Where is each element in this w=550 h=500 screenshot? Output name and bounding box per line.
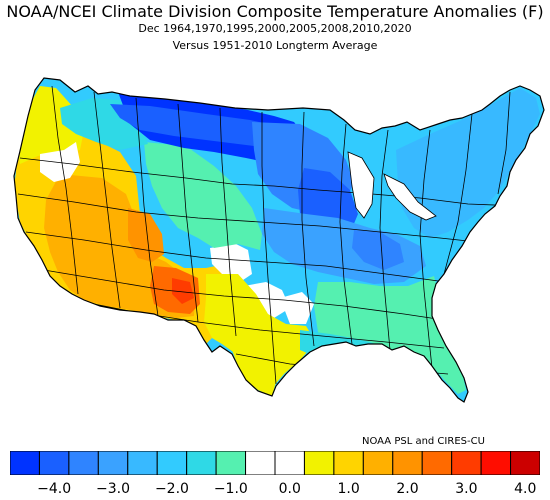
legend-tick-label: 2.0 bbox=[396, 481, 419, 497]
southern-plains-region bbox=[204, 274, 316, 388]
us-climate-division-map bbox=[0, 68, 550, 413]
legend-swatch bbox=[392, 451, 423, 475]
legend-swatch bbox=[480, 451, 512, 475]
legend-tick-label: −1.0 bbox=[213, 481, 248, 497]
legend-tick-labels: −4.0 −3.0 −2.0 −1.0 0.0 1.0 2.0 3.0 4.0 bbox=[0, 480, 550, 498]
legend-tick-label: −2.0 bbox=[154, 481, 189, 497]
anomaly-color-legend bbox=[10, 451, 540, 475]
legend-swatch bbox=[10, 451, 40, 475]
south-texas-region bbox=[232, 350, 276, 396]
legend-swatch bbox=[127, 451, 158, 475]
legend-swatch bbox=[421, 451, 453, 475]
lake-huron-erie bbox=[383, 173, 437, 221]
legend-swatch bbox=[186, 451, 217, 475]
northern-plains-core bbox=[110, 104, 294, 148]
legend-tick-label: 1.0 bbox=[337, 481, 360, 497]
legend-swatch bbox=[510, 451, 540, 475]
near-normal-northwest bbox=[40, 142, 80, 182]
legend-tick-label: −3.0 bbox=[96, 481, 131, 497]
legend-tick-label: 0.0 bbox=[278, 481, 301, 497]
legend-swatch bbox=[215, 451, 247, 475]
map-title: NOAA/NCEI Climate Division Composite Tem… bbox=[6, 2, 544, 21]
four-corners-hot-spot bbox=[172, 278, 194, 304]
legend-tick-label: −4.0 bbox=[37, 481, 72, 497]
indiana-ohio-region bbox=[352, 230, 404, 270]
legend-swatch bbox=[68, 451, 99, 475]
legend-swatch bbox=[245, 451, 276, 475]
northeast-region bbox=[396, 88, 540, 238]
southeast-region bbox=[314, 276, 466, 394]
credit-text: NOAA PSL and CIRES-CU bbox=[362, 436, 485, 447]
central-plains-region bbox=[144, 142, 262, 250]
legend-swatch bbox=[451, 451, 482, 475]
pacific-northwest-region bbox=[14, 86, 84, 164]
legend-swatch bbox=[333, 451, 364, 475]
legend-swatch bbox=[38, 451, 70, 475]
legend-swatch bbox=[303, 451, 335, 475]
legend-swatch bbox=[362, 451, 394, 475]
legend-swatch bbox=[97, 451, 129, 475]
map-subtitle-years: Dec 1964,1970,1995,2000,2005,2008,2010,2… bbox=[138, 22, 412, 35]
division-boundaries bbox=[17, 85, 521, 385]
legend-tick-label: 4.0 bbox=[514, 481, 537, 497]
legend-swatch bbox=[156, 451, 188, 475]
near-normal-arkansas bbox=[280, 292, 314, 324]
legend-tick-label: 3.0 bbox=[455, 481, 478, 497]
lake-michigan bbox=[347, 151, 375, 219]
us-outline bbox=[13, 77, 545, 403]
near-normal-kansas bbox=[210, 244, 252, 282]
anomaly-fill-regions bbox=[14, 78, 544, 402]
legend-swatch bbox=[274, 451, 305, 475]
map-subtitle-baseline: Versus 1951-2010 Longterm Average bbox=[172, 39, 378, 52]
